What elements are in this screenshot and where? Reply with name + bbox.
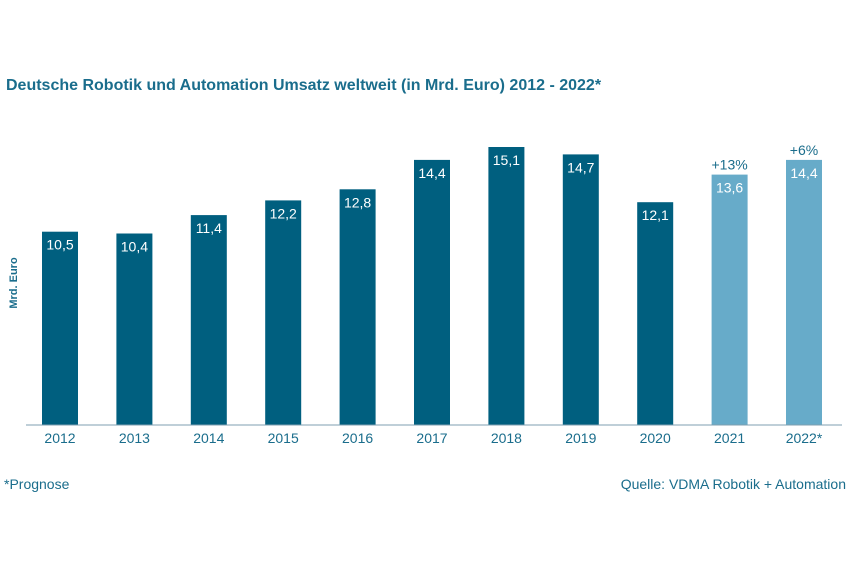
x-tick-label: 2021	[714, 430, 745, 446]
x-tick-label: 2019	[565, 430, 596, 446]
y-axis-label: Mrd. Euro	[8, 257, 20, 309]
ticks-layer: 2012 2013 2014 2015 2016 2017 2018 2019 2020 2021…	[44, 430, 822, 446]
bar-2018	[488, 147, 525, 425]
bar-value-label: 12,2	[270, 205, 297, 221]
bar-value-label: 10,5	[46, 237, 73, 253]
bar-value-label: 13,6	[716, 180, 743, 196]
bars-layer	[42, 147, 822, 425]
x-tick-label: 2016	[342, 430, 373, 446]
x-tick-label: 2020	[640, 430, 671, 446]
bar-2017	[414, 159, 450, 425]
bar-value-label: 12,8	[344, 194, 371, 210]
bar-value-label: 14,4	[418, 165, 445, 181]
growth-label: +13%	[711, 157, 747, 173]
x-tick-label: 2013	[119, 430, 150, 446]
x-tick-label: 2017	[416, 430, 447, 446]
x-tick-label: 2022*	[786, 430, 823, 446]
bar-2019	[562, 154, 599, 425]
bar-2021	[711, 174, 748, 425]
chart-title: Deutsche Robotik und Automation Umsatz w…	[6, 77, 602, 94]
x-tick-label: 2014	[193, 430, 224, 446]
footnote: *Prognose	[4, 476, 70, 492]
bar-value-label: 11,4	[196, 220, 222, 236]
x-tick-label: 2012	[44, 430, 75, 446]
bar-value-label: 14,7	[567, 159, 594, 175]
bar-2012	[42, 231, 78, 425]
bar-value-label: 14,4	[790, 165, 817, 181]
bar-2014	[190, 215, 227, 425]
bar-2013	[116, 233, 153, 425]
labels-layer: 10,5 10,4 11,4 12,2 12,8 14,4 15,1 14,7 12,1 13,6…	[46, 142, 818, 255]
x-tick-label: 2018	[491, 430, 522, 446]
growth-label: +6%	[790, 142, 818, 158]
bar-2022	[786, 159, 822, 425]
bar-value-label: 10,4	[121, 239, 148, 255]
x-tick-label: 2015	[268, 430, 299, 446]
bar-2016	[339, 189, 376, 425]
bar-value-label: 15,1	[493, 152, 520, 168]
bar-2015	[265, 200, 302, 425]
bar-2020	[637, 202, 674, 425]
source-note: Quelle: VDMA Robotik + Automation	[620, 476, 846, 492]
bar-value-label: 12,1	[642, 207, 669, 223]
